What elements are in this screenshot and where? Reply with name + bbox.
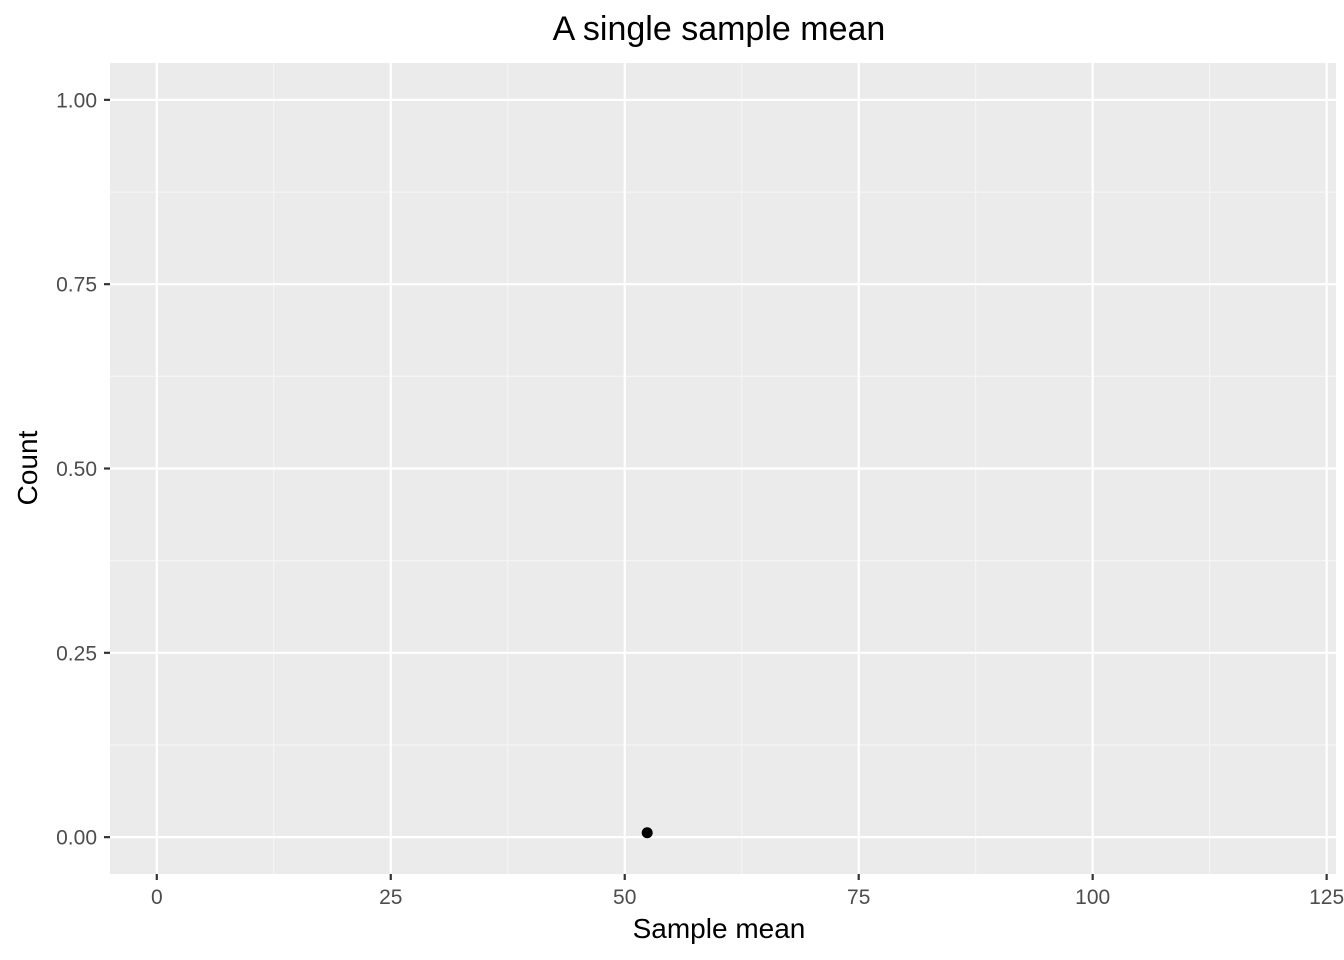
x-tick-label: 75 <box>847 886 870 909</box>
data-point <box>641 827 653 839</box>
y-tick-label: 0.25 <box>56 642 97 665</box>
x-tick-label: 100 <box>1075 886 1110 909</box>
x-axis: 0 25 50 75 100 125 <box>151 874 1344 909</box>
x-tick-label: 125 <box>1309 886 1344 909</box>
x-axis-title: Sample mean <box>633 913 806 944</box>
chart-title: A single sample mean <box>553 10 886 48</box>
grid-minor <box>110 63 1336 874</box>
x-tick-label: 25 <box>379 886 402 909</box>
x-tick-label: 50 <box>613 886 636 909</box>
y-tick-label: 0.75 <box>56 274 97 297</box>
y-axis-title: Count <box>12 430 43 505</box>
y-tick-label: 0.50 <box>56 458 97 481</box>
y-tick-label: 1.00 <box>56 89 97 112</box>
y-axis: 0.00 0.25 0.50 0.75 1.00 <box>56 89 110 850</box>
y-tick-label: 0.00 <box>56 827 97 850</box>
data-points <box>641 827 653 839</box>
grid-major <box>110 63 1336 874</box>
x-tick-label: 0 <box>151 886 163 909</box>
